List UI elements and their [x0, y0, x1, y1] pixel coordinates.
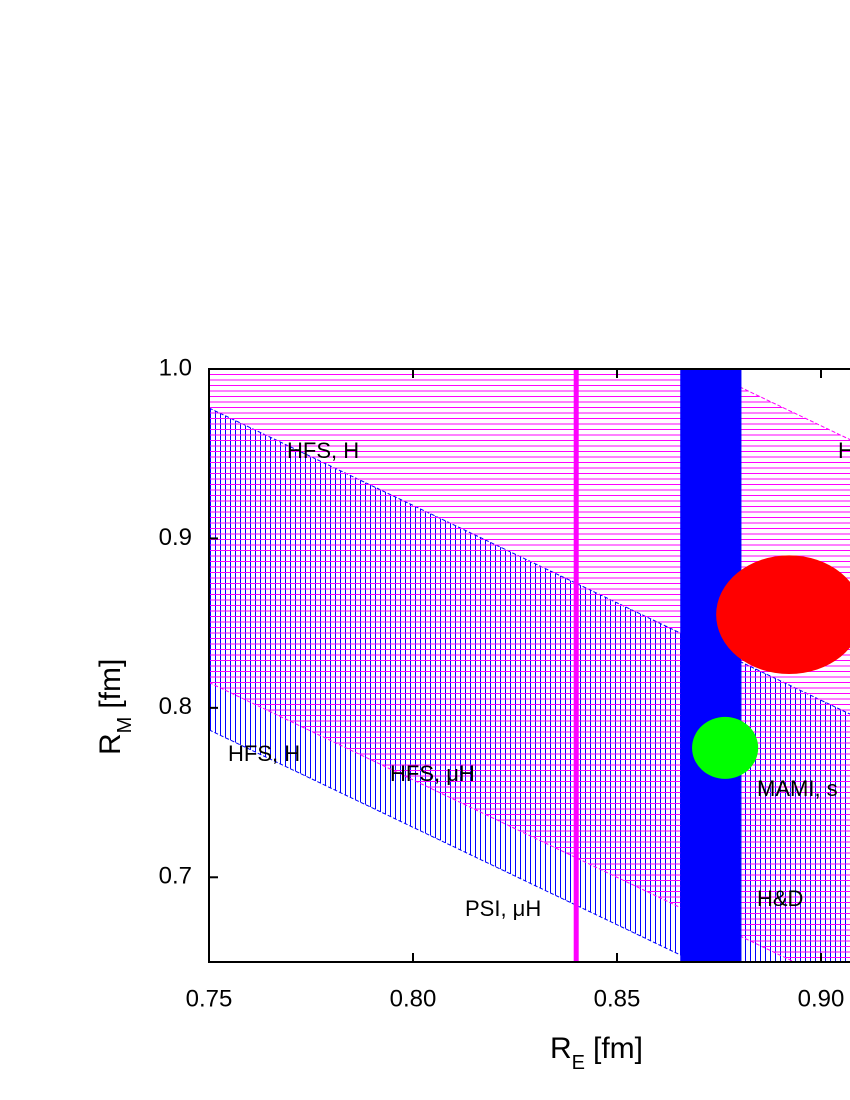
band-edge	[209, 729, 697, 962]
x-tick-label: 0.75	[186, 985, 233, 1012]
annotation: MAMI, s	[757, 776, 838, 801]
band-edge	[209, 681, 796, 962]
plot-frame	[208, 368, 850, 963]
annotation: HFS, H	[228, 741, 300, 766]
ellipse	[716, 555, 850, 674]
plot-area	[209, 369, 850, 962]
x-label-main: R	[550, 1032, 572, 1065]
ellipse	[692, 716, 759, 779]
annotation: HFS, μH	[390, 761, 475, 786]
annotation: PSI, μH	[465, 896, 541, 921]
annotation: H	[838, 438, 850, 463]
x-tick-label: 0.85	[594, 985, 641, 1012]
x-label-unit: [fm]	[593, 1032, 643, 1065]
y-label-main: R	[94, 733, 127, 755]
x-tick-label: 0.80	[390, 985, 437, 1012]
y-tick-label: 0.9	[159, 524, 192, 551]
x-tick-label: 0.90	[798, 985, 845, 1012]
x-label-sub: E	[572, 1052, 585, 1074]
band-edge	[700, 369, 850, 441]
vertical-band	[680, 369, 742, 962]
x-axis-label: RE [fm]	[550, 1032, 643, 1074]
y-tick-label: 1.0	[159, 354, 192, 381]
y-tick-label: 0.8	[159, 693, 192, 720]
y-axis-label: RM [fm]	[94, 659, 136, 755]
annotation: H&D	[757, 886, 803, 911]
y-label-sub: M	[114, 717, 136, 734]
annotation: HFS, H	[287, 438, 359, 463]
y-label-unit: [fm]	[94, 659, 127, 709]
y-tick-label: 0.7	[159, 863, 192, 890]
